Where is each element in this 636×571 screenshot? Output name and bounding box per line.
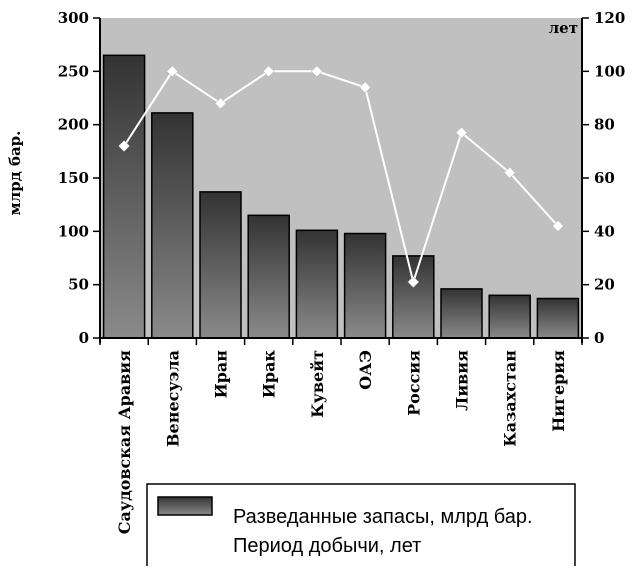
category-label-2: Венесуэла	[163, 350, 182, 447]
bar-5	[295, 229, 339, 339]
y-tick-label-right: 40	[594, 222, 615, 240]
bar-6	[343, 232, 387, 339]
line-marker-6	[359, 81, 371, 94]
line-marker-3	[214, 97, 227, 110]
axes	[93, 17, 589, 345]
line-marker-2	[166, 65, 179, 78]
bar-8	[440, 288, 483, 339]
y-tick-label-right: 0	[594, 329, 604, 347]
y2-axis-title: лет	[549, 19, 578, 37]
line-marker-8	[455, 126, 468, 139]
category-label-10: Нигерия	[549, 350, 568, 432]
y-axis-title: млрд бар.	[6, 131, 24, 216]
bar-2	[151, 112, 194, 339]
category-label-7: Россия	[404, 350, 423, 416]
bar-9	[488, 294, 531, 339]
y-tick-label-left: 250	[58, 62, 89, 80]
y-tick-label-left: 0	[79, 329, 89, 347]
y-tick-label-left: 150	[58, 169, 89, 187]
line-series	[118, 65, 564, 288]
category-label-3: Иран	[212, 350, 231, 399]
legend: Разведанные запасы, млрд бар. Период добы…	[146, 483, 576, 569]
bar-1	[102, 54, 146, 339]
labels: 0 50 100 150 200 250 300 0 20 40 60 80 100 120 млрд ба…	[6, 9, 625, 534]
line-marker-4	[262, 65, 275, 78]
category-label-4: Ирак	[260, 350, 279, 399]
y-tick-label-right: 80	[594, 116, 615, 134]
line-marker-9	[503, 166, 516, 179]
category-label-5: Кувейт	[308, 350, 327, 418]
category-label-9: Казахстан	[501, 350, 520, 447]
line-marker-5	[311, 65, 323, 78]
legend-label-bar: Разведанные запасы, млрд бар.	[233, 506, 533, 528]
bar-7	[392, 255, 435, 339]
y-tick-label-right: 120	[594, 9, 625, 27]
line-path	[123, 69, 559, 286]
bar-3	[199, 191, 242, 339]
y-tick-label-left: 300	[58, 9, 89, 27]
y-tick-label-right: 20	[594, 276, 615, 294]
category-label-6: ОАЭ	[356, 350, 375, 390]
bar-4	[247, 214, 290, 339]
y-tick-label-left: 200	[58, 116, 89, 134]
y-tick-label-left: 100	[58, 222, 89, 240]
bar-10	[536, 297, 580, 339]
legend-label-line: Период добычи, лет	[233, 535, 421, 557]
y-tick-label-right: 100	[594, 62, 625, 80]
legend-swatch-bar	[157, 496, 213, 516]
bars	[102, 54, 580, 339]
category-label-8: Ливия	[453, 350, 472, 411]
y-tick-label-right: 60	[594, 169, 615, 187]
category-label-1: Саудовская Аравия	[115, 350, 134, 534]
y-tick-label-left: 50	[68, 276, 89, 294]
line-marker-1	[118, 140, 130, 152]
line-marker-10	[552, 220, 564, 232]
line-marker-7	[407, 276, 420, 288]
